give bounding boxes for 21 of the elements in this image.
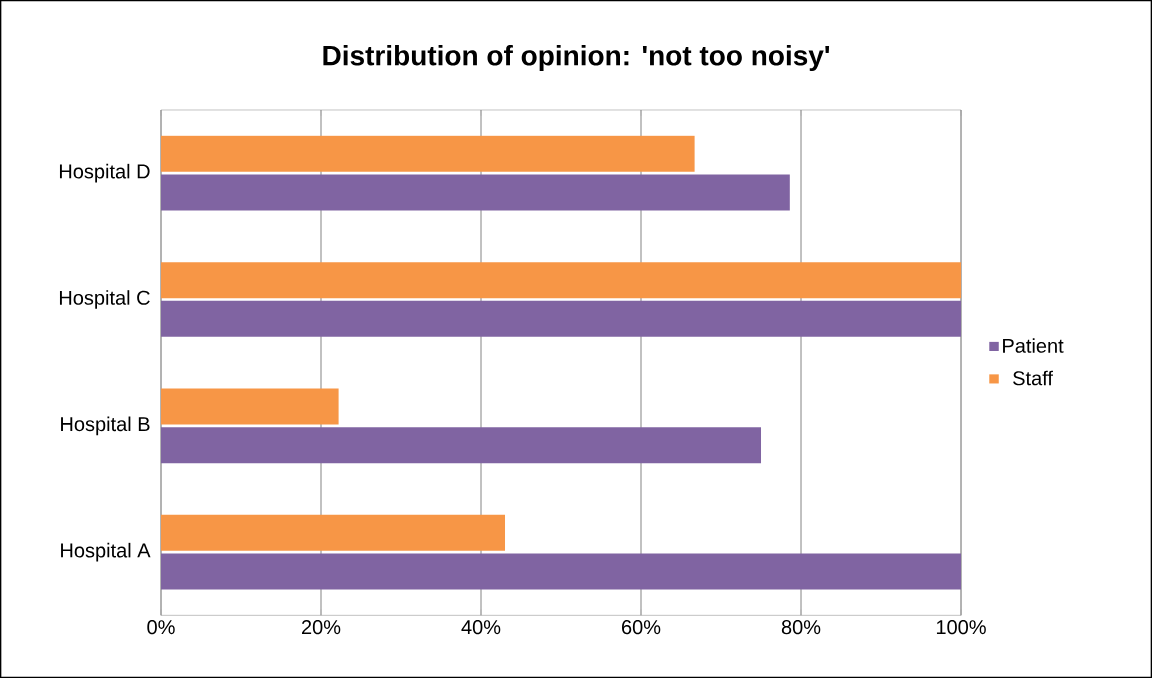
bar — [161, 427, 762, 464]
y-tick-label: Hospital C — [59, 290, 150, 309]
x-tick-label: 20% — [301, 620, 341, 635]
y-tick-label: Hospital D — [59, 163, 150, 183]
legend-label: Patient — [1003, 338, 1064, 353]
bar — [161, 553, 962, 590]
bar — [161, 388, 339, 425]
x-tick-label: 0% — [147, 620, 175, 635]
legend-label: Staff — [1013, 370, 1053, 386]
y-tick-label: Hospital A — [61, 542, 151, 562]
x-tick-label: 80% — [781, 620, 821, 635]
x-tick-label: 60% — [622, 620, 661, 635]
bar — [161, 262, 962, 299]
bar — [161, 174, 790, 211]
chart-title: Distribution of opinion: 'not too noisy' — [323, 44, 830, 72]
y-tick-label: Hospital B — [61, 416, 150, 436]
x-tick-label: 40% — [461, 620, 501, 635]
bar — [161, 135, 695, 172]
x-tick-label: 100% — [936, 620, 986, 635]
bar — [161, 514, 506, 551]
bar — [161, 300, 962, 337]
